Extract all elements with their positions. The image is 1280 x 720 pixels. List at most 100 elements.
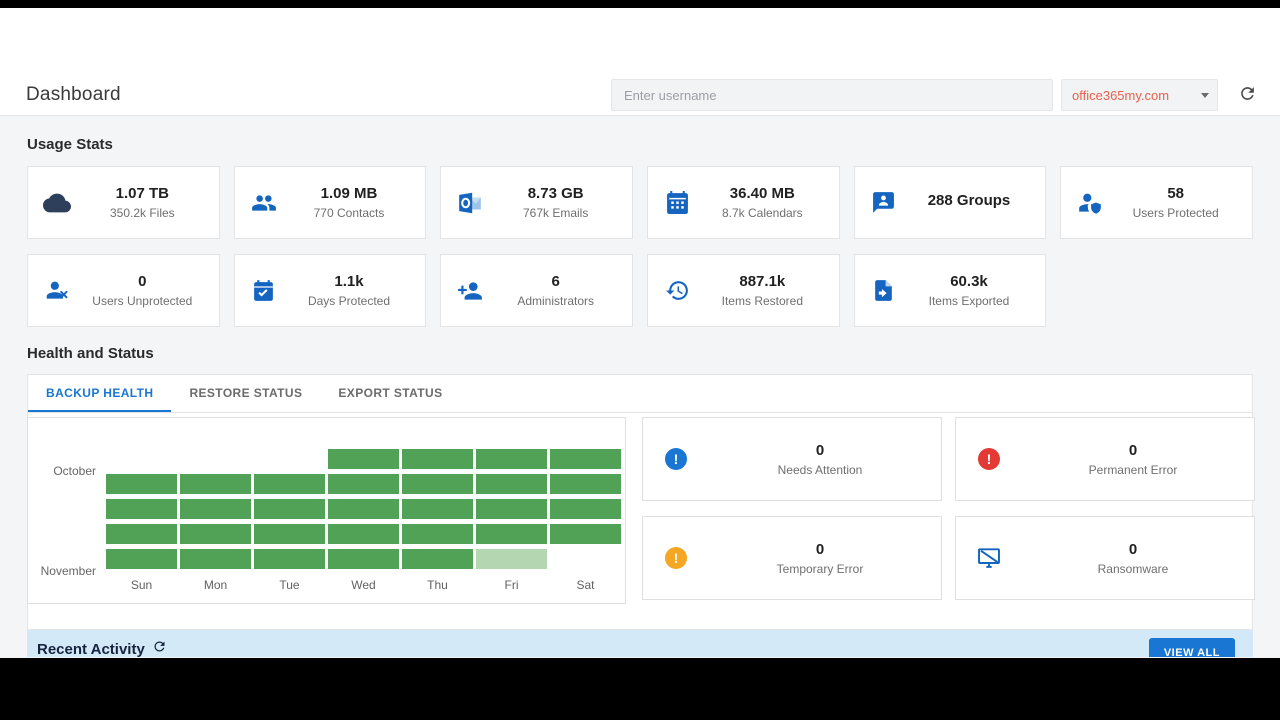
dashboard-body: Usage Stats 1.07 TB 350.2k Files bbox=[0, 116, 1280, 658]
warning-circle-icon: ! bbox=[643, 547, 709, 569]
day-label: Wed bbox=[351, 578, 376, 592]
recent-activity-title-wrap: Recent Activity bbox=[27, 630, 1253, 657]
app-window: Dashboard office365my.com Usage Stats bbox=[0, 8, 1280, 658]
heatmap-cell[interactable] bbox=[476, 474, 547, 494]
domain-select[interactable]: office365my.com bbox=[1061, 79, 1218, 111]
stat-value: 36.40 MB bbox=[729, 185, 795, 202]
heatmap-cell[interactable] bbox=[328, 474, 399, 494]
stat-text: 58 Users Protected bbox=[1107, 185, 1252, 220]
stat-text: 1.1k Days Protected bbox=[281, 273, 426, 308]
stat-card-users-protected: 58 Users Protected bbox=[1060, 166, 1253, 239]
heatmap-cell[interactable] bbox=[106, 524, 177, 544]
heatmap-cell[interactable] bbox=[106, 474, 177, 494]
status-value: 0 bbox=[1128, 540, 1138, 558]
heatmap-cell[interactable] bbox=[550, 524, 621, 544]
refresh-button[interactable] bbox=[1232, 80, 1262, 110]
heatmap-cell[interactable] bbox=[402, 474, 473, 494]
heatmap-cell[interactable] bbox=[550, 474, 621, 494]
stat-text: 288 Groups bbox=[901, 192, 1046, 213]
day-label: Thu bbox=[427, 578, 448, 592]
heatmap-cell[interactable] bbox=[254, 499, 325, 519]
chevron-down-icon bbox=[1201, 92, 1209, 98]
stat-value: 60.3k bbox=[950, 273, 988, 290]
heatmap-cell[interactable] bbox=[402, 524, 473, 544]
header-controls: office365my.com bbox=[611, 79, 1262, 111]
stat-card-users-unprotected: 0 Users Unprotected bbox=[27, 254, 220, 327]
username-search-input[interactable] bbox=[611, 79, 1053, 111]
heatmap-cell[interactable] bbox=[254, 474, 325, 494]
stat-label: 350.2k Files bbox=[109, 206, 175, 220]
status-text: 0 Ransomware bbox=[1022, 541, 1254, 576]
heatmap-cell[interactable] bbox=[180, 474, 251, 494]
status-label: Needs Attention bbox=[777, 462, 863, 477]
calendar-icon bbox=[660, 190, 694, 215]
heatmap-cell[interactable] bbox=[254, 524, 325, 544]
heatmap-cell[interactable] bbox=[402, 499, 473, 519]
heatmap-cell[interactable] bbox=[180, 524, 251, 544]
heatmap-cell[interactable] bbox=[254, 549, 325, 569]
day-label: Fri bbox=[504, 578, 519, 592]
heatmap-cell[interactable] bbox=[550, 449, 621, 469]
user-x-icon bbox=[40, 278, 74, 304]
stat-value: 58 bbox=[1167, 185, 1184, 202]
export-icon bbox=[867, 278, 901, 303]
tab-backup-health[interactable]: BACKUP HEALTH bbox=[28, 375, 172, 412]
day-label: Tue bbox=[279, 578, 300, 592]
stat-card-emails: 8.73 GB 767k Emails bbox=[440, 166, 633, 239]
stat-value: 288 Groups bbox=[927, 192, 1011, 209]
heatmap-cell[interactable] bbox=[180, 549, 251, 569]
stat-label: Days Protected bbox=[307, 294, 391, 308]
stat-value: 1.07 TB bbox=[115, 185, 169, 202]
stat-text: 6 Administrators bbox=[487, 273, 632, 308]
ransomware-monitor-icon bbox=[956, 545, 1022, 571]
heatmap-cell[interactable] bbox=[402, 449, 473, 469]
backup-heatmap-grid bbox=[106, 449, 621, 569]
domain-select-value: office365my.com bbox=[1072, 87, 1170, 103]
usage-stats-grid: 1.07 TB 350.2k Files 1.09 MB 770 Contact… bbox=[27, 166, 1253, 327]
heatmap-cell[interactable] bbox=[328, 524, 399, 544]
tab-export-status[interactable]: EXPORT STATUS bbox=[338, 386, 443, 400]
letterbox-bottom bbox=[0, 658, 1280, 720]
backup-health-content: October November Sun Mon Tue Wed Thu Fri Sat ! … bbox=[27, 413, 1255, 629]
stat-value: 8.73 GB bbox=[527, 185, 584, 202]
heatmap-cell[interactable] bbox=[476, 524, 547, 544]
heatmap-cell[interactable] bbox=[550, 499, 621, 519]
stat-label: Items Restored bbox=[721, 294, 804, 308]
heatmap-cell[interactable] bbox=[476, 499, 547, 519]
heatmap-cell[interactable] bbox=[180, 499, 251, 519]
stat-text: 1.09 MB 770 Contacts bbox=[281, 185, 426, 220]
error-circle-icon: ! bbox=[956, 448, 1022, 470]
user-shield-icon bbox=[1073, 190, 1107, 216]
stat-card-calendars: 36.40 MB 8.7k Calendars bbox=[647, 166, 840, 239]
health-status-heading: Health and Status bbox=[27, 345, 154, 362]
heatmap-cell[interactable] bbox=[476, 449, 547, 469]
stat-label: Users Unprotected bbox=[92, 294, 193, 308]
heatmap-cell[interactable] bbox=[328, 549, 399, 569]
day-label: Mon bbox=[203, 578, 228, 592]
heatmap-cell[interactable] bbox=[402, 549, 473, 569]
view-all-button[interactable]: VIEW ALL bbox=[1148, 638, 1235, 657]
stat-text: 36.40 MB 8.7k Calendars bbox=[694, 185, 839, 220]
heatmap-cell[interactable] bbox=[328, 449, 399, 469]
status-card-permanent-error: ! 0 Permanent Error bbox=[955, 417, 1255, 501]
refresh-icon bbox=[1238, 84, 1257, 106]
letterbox-top bbox=[0, 0, 1280, 8]
tab-restore-status[interactable]: RESTORE STATUS bbox=[189, 386, 303, 400]
heatmap-cell[interactable] bbox=[106, 499, 177, 519]
heatmap-cell[interactable] bbox=[476, 549, 547, 569]
status-value: 0 bbox=[815, 540, 825, 558]
stat-text: 0 Users Unprotected bbox=[74, 273, 219, 308]
calendar-check-icon bbox=[247, 278, 281, 303]
stat-label: 767k Emails bbox=[522, 206, 589, 220]
health-tabs: BACKUP HEALTH RESTORE STATUS EXPORT STAT… bbox=[28, 375, 1252, 413]
activity-refresh-icon[interactable] bbox=[152, 639, 167, 657]
health-status-panel: BACKUP HEALTH RESTORE STATUS EXPORT STAT… bbox=[27, 374, 1255, 630]
heatmap-cell[interactable] bbox=[106, 549, 177, 569]
heatmap-day-labels: Sun Mon Tue Wed Thu Fri Sat bbox=[106, 578, 621, 592]
stat-text: 887.1k Items Restored bbox=[694, 273, 839, 308]
stat-value: 6 bbox=[551, 273, 560, 290]
stat-value: 1.1k bbox=[334, 273, 364, 290]
stat-text: 60.3k Items Exported bbox=[901, 273, 1046, 308]
heatmap-cell[interactable] bbox=[328, 499, 399, 519]
status-label: Permanent Error bbox=[1088, 462, 1178, 477]
